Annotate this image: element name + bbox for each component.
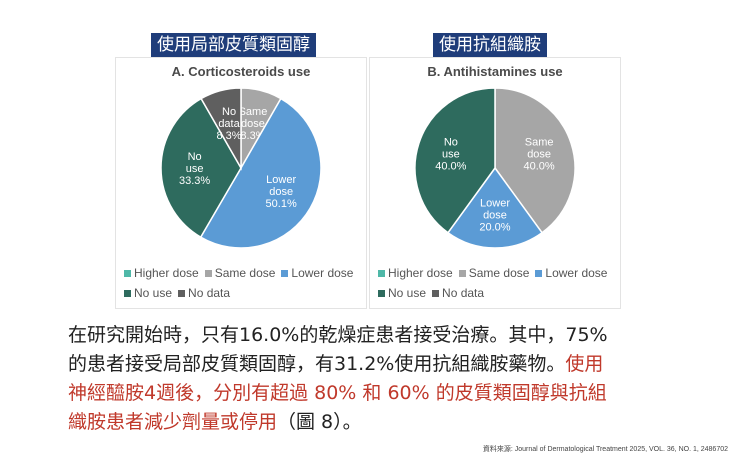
legend-label: Same dose	[214, 266, 276, 280]
legend-item-no-use: No use	[124, 286, 172, 300]
legend-item-no-use: No use	[378, 286, 426, 300]
body-highlight-segment: 織胺患者減少劑量或停用	[68, 411, 278, 433]
body-text-segment: （圖 8）。	[277, 411, 362, 433]
pie-slice-label: data	[218, 118, 240, 130]
legend-item-same-dose: Same dose	[204, 266, 276, 280]
pie-slice-lower-dose	[446, 166, 544, 249]
legend-label: Same dose	[468, 266, 530, 280]
body-text-segment: 在研究開始時，只有16.0%的乾燥症患者接受治療。其中，75%	[68, 324, 608, 346]
legend-swatch	[535, 270, 543, 278]
pie-slice-label: 50.1%	[266, 198, 297, 210]
legend-label: No data	[442, 286, 485, 300]
pie-slice-label: 20.0%	[479, 221, 510, 233]
legend-item-no-data: No data	[178, 286, 230, 300]
body-highlight-segment: 使用	[565, 353, 604, 375]
body-line: 的患者接受局部皮質類固醇，有31.2%使用抗組織胺藥物。使用	[68, 350, 688, 379]
legend-item-higher-dose: Higher dose	[124, 266, 199, 280]
pie-slice-lower-dose	[199, 97, 322, 249]
legend-label: Higher dose	[134, 266, 199, 280]
pie-slice-label: 8.3%	[216, 130, 241, 142]
legend-swatch	[458, 270, 466, 278]
legend-item-no-data: No data	[432, 286, 484, 300]
legend-label: Lower dose	[291, 266, 354, 280]
body-highlight-segment: 神經醯胺4週後，分別有超過 80% 和 60% 的皮質類固醇與抗組	[68, 382, 607, 404]
pie-slice-label: 40.0%	[435, 161, 466, 173]
pie-slice-label: Lower	[480, 197, 510, 209]
legend-label: No use	[134, 286, 173, 300]
legend-swatch	[124, 290, 131, 298]
chart-title: A. Corticosteroids use	[171, 64, 311, 79]
body-line: 神經醯胺4週後，分別有超過 80% 和 60% 的皮質類固醇與抗組	[68, 379, 688, 408]
pie-slice-label: Same	[239, 106, 268, 118]
legend-swatch	[204, 270, 212, 278]
pie-chart-corticosteroids: Samedose8.3%Lowerdose50.1%Nouse33.3%Noda…	[160, 87, 322, 249]
pie-slice-label: 40.0%	[524, 161, 555, 173]
pie-slice-same-dose	[494, 87, 576, 234]
pie-slice-label: use	[442, 149, 460, 161]
pie-slice-label: 33.3%	[179, 175, 210, 187]
chart-title: B. Antihistamines use	[427, 64, 563, 79]
legend: Higher dose Same dose Lower dose No use No d…	[124, 266, 368, 306]
legend-item-same-dose: Same dose	[458, 266, 530, 280]
legend-item-lower-dose: Lower dose	[535, 266, 607, 280]
legend-item-higher-dose: Higher dose	[378, 266, 453, 280]
legend-item-lower-dose: Lower dose	[281, 266, 353, 280]
legend-swatch	[378, 270, 385, 278]
corticosteroids-zh-title: 使用局部皮質類固醇	[151, 33, 316, 57]
chart-panel-corticosteroids: A. Corticosteroids use Same dose 8.3% Lower…	[115, 57, 367, 309]
source-citation: 資料來源: Journal of Dermatological Treatmen…	[482, 446, 728, 453]
pie-slice-label: dose	[241, 118, 265, 130]
body-line: 織胺患者減少劑量或停用（圖 8）。	[68, 408, 688, 437]
legend-swatch	[432, 290, 440, 298]
pie-slice-label: dose	[527, 149, 551, 161]
legend-label: No use	[388, 286, 427, 300]
chart-panel-antihistamines: B. Antihistamines use Same dose 40.0% Lower…	[369, 57, 621, 309]
legend-label: Higher dose	[388, 266, 453, 280]
legend-label: No data	[188, 286, 231, 300]
body-paragraph: 在研究開始時，只有16.0%的乾燥症患者接受治療。其中，75% 的患者接受局部皮…	[68, 321, 688, 437]
legend-swatch	[178, 290, 186, 298]
pie-slice-label: Same	[525, 137, 554, 149]
pie-slice-label: No	[188, 151, 202, 163]
pie-slice-label: dose	[483, 209, 507, 221]
legend-swatch	[281, 270, 289, 278]
body-line: 在研究開始時，只有16.0%的乾燥症患者接受治療。其中，75%	[68, 321, 688, 350]
body-text-segment: 的患者接受局部皮質類固醇，有31.2%使用抗組織胺藥物。	[68, 353, 566, 375]
legend: Higher dose Same dose Lower dose No use No d…	[378, 266, 622, 306]
legend-swatch	[378, 290, 385, 298]
pie-slice-label: Lower	[266, 174, 296, 186]
pie-slice-label: No	[444, 137, 458, 149]
pie-slice-no-data	[200, 87, 242, 171]
antihistamines-zh-title: 使用抗組織胺	[433, 33, 547, 57]
pie-slice-label: use	[186, 163, 204, 175]
legend-swatch	[124, 270, 131, 278]
pie-slice-no-use	[414, 87, 496, 234]
pie-slice-label: dose	[269, 186, 293, 198]
pie-slice-label: No	[222, 106, 236, 118]
legend-label: Lower dose	[545, 266, 608, 280]
